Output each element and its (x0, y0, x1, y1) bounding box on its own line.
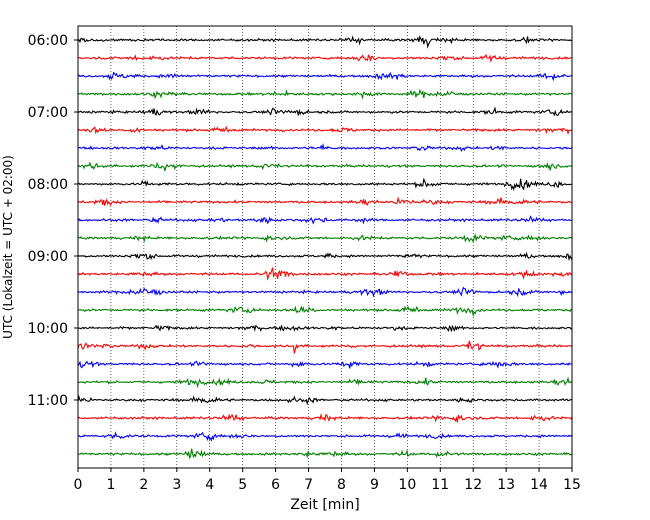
y-axis-label: UTC (Lokalzeit = UTC + 02:00) (1, 155, 15, 339)
y-tick-label: 11:00 (28, 393, 68, 409)
seismic-trace (77, 142, 573, 152)
seismic-trace (77, 233, 573, 244)
y-tick-label: 06:00 (28, 33, 68, 49)
seismic-trace (77, 196, 573, 206)
x-tick-label: 3 (172, 477, 181, 493)
x-tick-label: 1 (106, 477, 115, 493)
seismic-trace (77, 376, 573, 388)
x-tick-label: 10 (398, 477, 416, 493)
seismic-trace (77, 394, 573, 406)
seismic-trace (77, 448, 573, 460)
x-tick-label: 12 (464, 477, 482, 493)
seismic-trace (77, 305, 573, 318)
x-axis-label: Zeit [min] (290, 497, 359, 513)
seismic-trace (77, 286, 573, 298)
x-tick-label: 15 (563, 477, 581, 493)
seismic-trace (77, 106, 573, 117)
y-tick-label: 09:00 (28, 249, 68, 265)
seismic-trace (77, 125, 573, 135)
x-tick-label: 11 (431, 477, 449, 493)
plot-frame (77, 25, 573, 469)
seismic-trace (77, 35, 573, 49)
x-grid (110, 26, 540, 468)
y-tick-label: 10:00 (28, 321, 68, 337)
seismic-trace (77, 324, 573, 333)
seismic-trace (77, 215, 573, 225)
y-axis-ticks: 06:00 07:00 08:00 09:00 10:00 11:00 (28, 33, 78, 409)
seismic-trace (77, 251, 573, 262)
x-tick-label: 6 (271, 477, 280, 493)
y-tick-label: 07:00 (28, 105, 68, 121)
seismic-trace (77, 340, 573, 354)
x-tick-label: 0 (74, 477, 83, 493)
seismic-trace (77, 431, 573, 442)
seismic-trace (77, 267, 573, 281)
x-tick-label: 2 (139, 477, 148, 493)
seismic-trace (77, 161, 573, 172)
x-tick-label: 7 (304, 477, 313, 493)
x-tick-label: 9 (370, 477, 379, 493)
seismic-trace (77, 71, 573, 82)
seismic-trace (77, 413, 573, 423)
x-tick-label: 5 (238, 477, 247, 493)
x-tick-label: 8 (337, 477, 346, 493)
seismic-trace (77, 177, 573, 192)
y-tick-label: 08:00 (28, 177, 68, 193)
x-axis-ticks: 0 1 2 3 4 5 6 7 8 9 10 11 12 13 14 15 (74, 468, 581, 493)
x-tick-label: 4 (205, 477, 214, 493)
seismic-traces (77, 35, 573, 460)
x-tick-label: 13 (497, 477, 515, 493)
x-tick-label: 14 (530, 477, 548, 493)
seismic-trace (77, 53, 573, 63)
seismic-trace (77, 88, 573, 100)
seismic-trace (77, 360, 573, 369)
